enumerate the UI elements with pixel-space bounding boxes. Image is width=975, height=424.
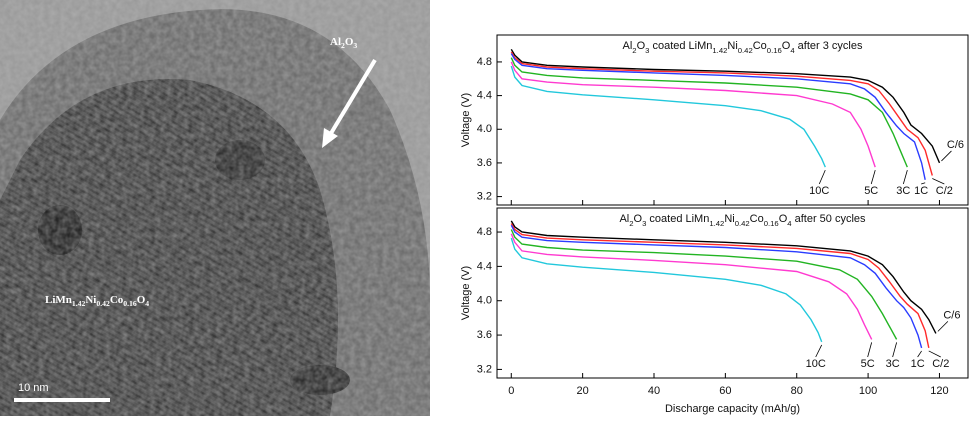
y-tick-label: 4.0 (477, 295, 492, 307)
chart-title: Al2O3 coated LiMn1.42Ni0.42Co0.16O4 afte… (623, 40, 863, 55)
y-tick-label: 3.6 (477, 329, 492, 341)
label-arrow (818, 169, 826, 185)
series-line (510, 224, 923, 349)
series-line (510, 53, 926, 180)
series-line (510, 233, 873, 340)
x-tick-label: 60 (719, 385, 731, 397)
x-tick-label: 40 (648, 385, 660, 397)
plot-frame (496, 207, 969, 379)
series-label: C/6 (947, 139, 964, 151)
series-label: C/2 (936, 185, 953, 197)
coating-label: Al2O3 (330, 36, 357, 51)
y-tick-label: 4.0 (477, 123, 492, 135)
label-arrow (870, 170, 876, 185)
scale-bar (14, 398, 110, 402)
label-arrow (902, 170, 908, 185)
label-arrow (892, 342, 898, 358)
label-arrow (928, 350, 941, 358)
series-line (510, 223, 930, 349)
series-line (510, 220, 937, 334)
x-axis-label: Discharge capacity (mAh/g) (665, 403, 800, 415)
x-tick-label: 120 (930, 385, 948, 397)
x-tick-label: 0 (508, 385, 514, 397)
series-label: 1C (914, 185, 928, 197)
label-arrow (932, 178, 945, 185)
label-arrow (921, 182, 926, 185)
arrow-head (322, 128, 338, 148)
y-tick-label: 4.4 (477, 260, 492, 272)
series-label: C/6 (943, 309, 960, 321)
series-label: 5C (864, 185, 878, 197)
plot-frame (496, 34, 969, 206)
series-label: 10C (809, 185, 829, 197)
series-line (510, 237, 823, 343)
series-label: C/2 (932, 358, 949, 370)
scale-bar-label: 10 nm (18, 382, 49, 394)
y-tick-label: 3.2 (477, 363, 492, 375)
series-line (510, 65, 826, 168)
arrow (328, 58, 377, 137)
series-line (510, 229, 898, 340)
particle-label: LiMn1.42Ni0.42Co0.16O4 (45, 294, 149, 309)
y-tick-label: 3.2 (477, 190, 492, 202)
series-line (510, 57, 908, 168)
series-label: 10C (806, 358, 826, 370)
label-arrow (867, 342, 873, 358)
y-axis-label: Voltage (V) (460, 93, 472, 147)
y-tick-label: 4.8 (477, 56, 492, 68)
x-tick-label: 20 (577, 385, 589, 397)
label-arrow (815, 344, 823, 358)
series-label: 3C (896, 185, 910, 197)
y-tick-label: 4.4 (477, 90, 492, 102)
series-line (510, 61, 876, 168)
tem-image: Al2O3 LiMn1.42Ni0.42Co0.16O4 10 nm (0, 0, 430, 417)
y-axis-label: Voltage (V) (460, 266, 472, 320)
series-label: 3C (886, 358, 900, 370)
y-tick-label: 3.6 (477, 157, 492, 169)
chart-title: Al2O3 coated LiMn1.42Ni0.42Co0.16O4 afte… (619, 213, 866, 228)
x-tick-label: 100 (859, 385, 877, 397)
label-arrow (917, 350, 922, 358)
x-tick-label: 80 (791, 385, 803, 397)
series-label: 5C (861, 358, 875, 370)
y-tick-label: 4.8 (477, 226, 492, 238)
label-arrow (941, 150, 952, 162)
label-arrow (937, 321, 949, 332)
series-line (510, 48, 941, 164)
series-label: 1C (911, 358, 925, 370)
series-line (510, 51, 933, 176)
